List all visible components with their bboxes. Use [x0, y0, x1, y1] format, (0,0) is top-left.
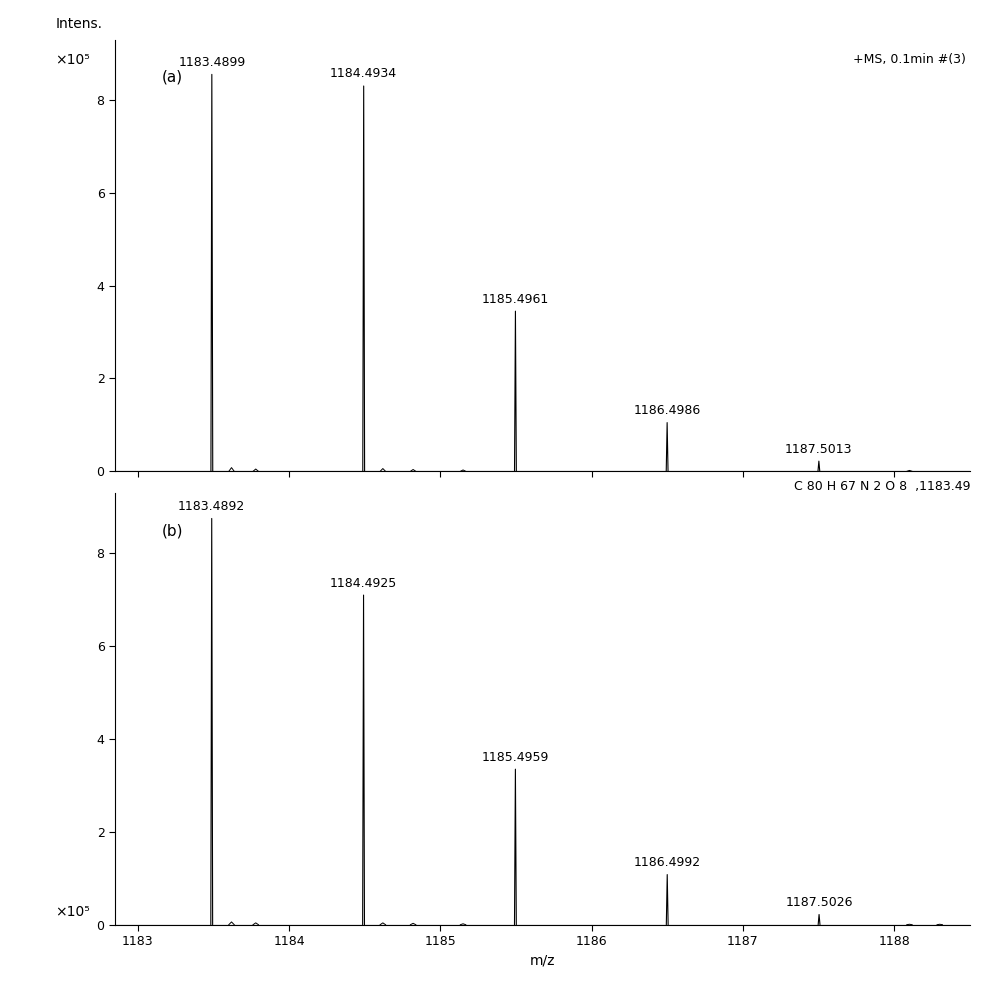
Text: C 80 H 67 N 2 O 8  ,1183.49: C 80 H 67 N 2 O 8 ,1183.49 [794, 480, 970, 493]
Text: 1184.4925: 1184.4925 [330, 577, 397, 589]
Text: 1187.5013: 1187.5013 [785, 442, 853, 456]
Text: Intens.: Intens. [55, 17, 102, 31]
Text: 1183.4892: 1183.4892 [178, 499, 245, 513]
Text: 1186.4986: 1186.4986 [634, 405, 701, 417]
Text: 1184.4934: 1184.4934 [330, 67, 397, 80]
Text: 1186.4992: 1186.4992 [634, 856, 701, 869]
Text: +MS, 0.1min #(3): +MS, 0.1min #(3) [853, 52, 966, 65]
Text: 1185.4961: 1185.4961 [482, 293, 549, 306]
X-axis label: m/z: m/z [530, 953, 555, 967]
Text: (b): (b) [162, 523, 184, 538]
Text: (a): (a) [162, 70, 183, 85]
Text: 1183.4899: 1183.4899 [178, 55, 245, 69]
Text: 1187.5026: 1187.5026 [785, 896, 853, 909]
Text: 1185.4959: 1185.4959 [482, 751, 549, 764]
Text: ×10⁵: ×10⁵ [55, 52, 90, 66]
Text: ×10⁵: ×10⁵ [55, 905, 90, 920]
